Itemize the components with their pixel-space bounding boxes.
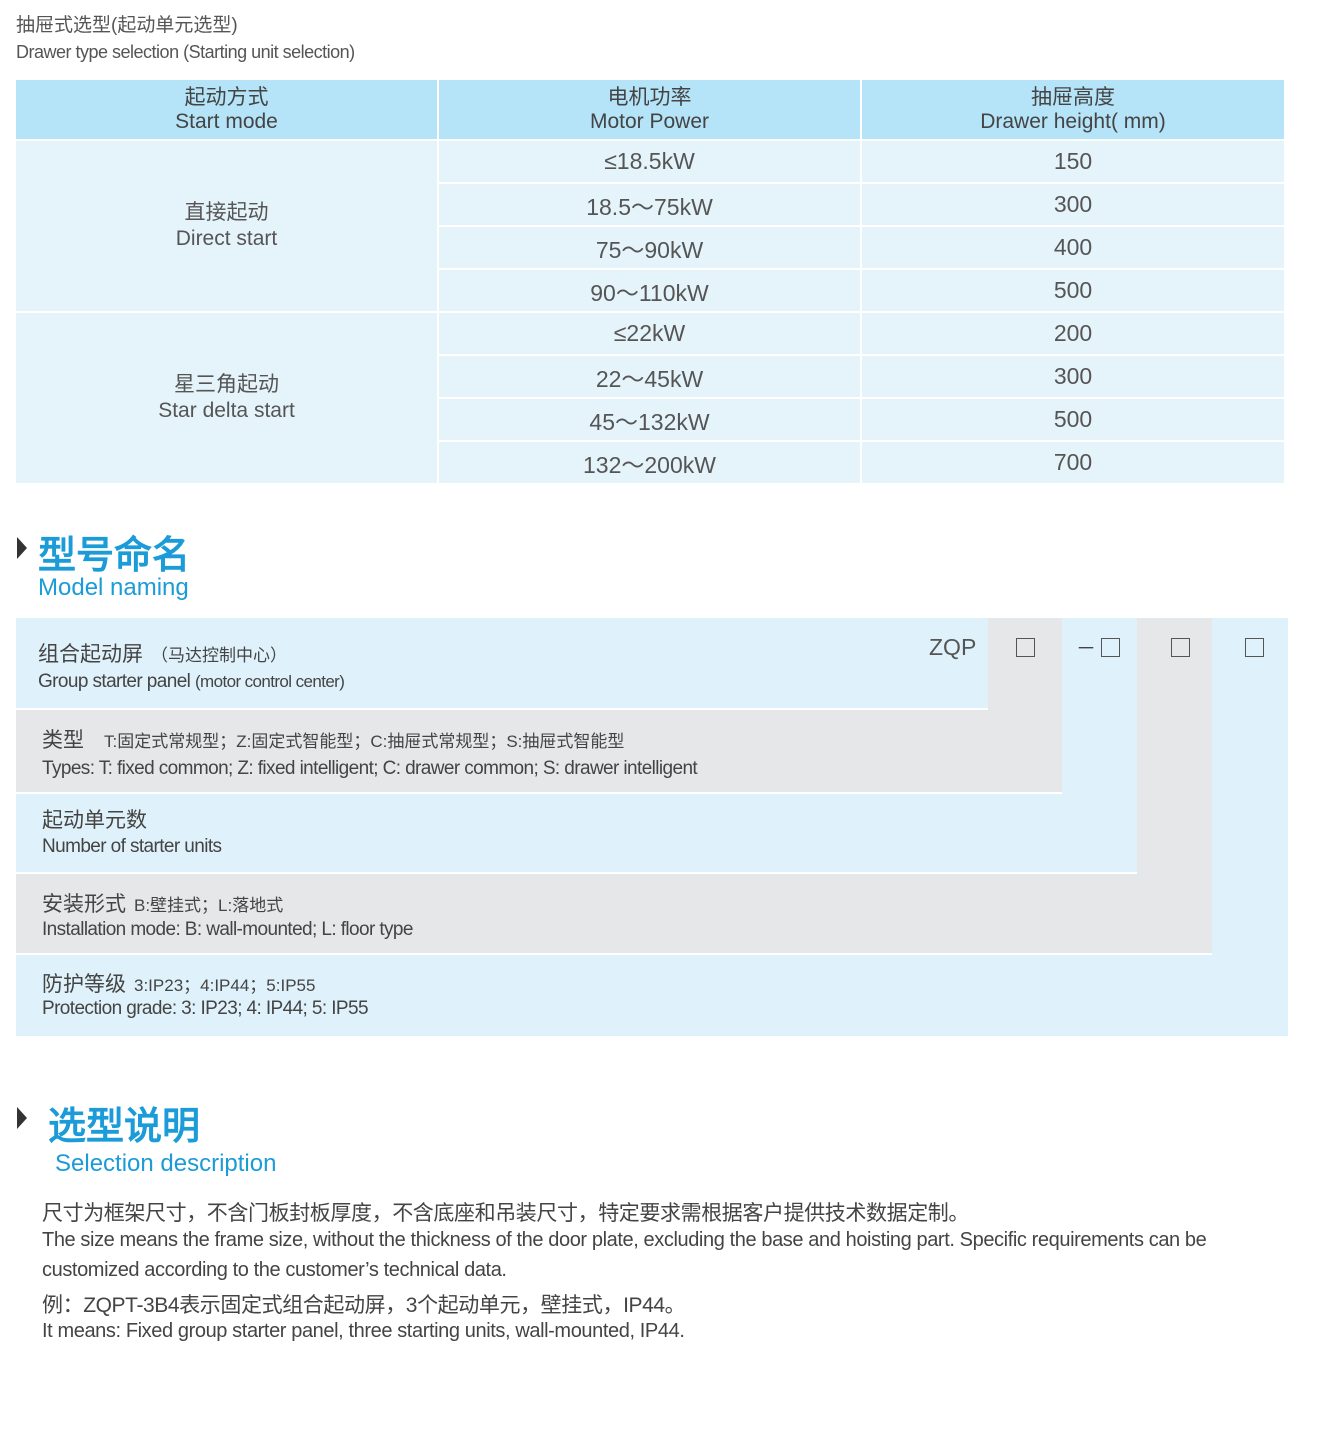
selection-subtitle: Selection description — [55, 1150, 277, 1177]
header-start-mode: 起动方式 Start mode — [16, 80, 438, 140]
start-mode-cell: 直接起动 Direct start — [16, 139, 438, 312]
motor-power-cell: 90～110kW — [437, 268, 861, 312]
table-row: 22～45kW 300 — [16, 354, 1284, 398]
drawer-height-cell: 300 — [860, 354, 1284, 398]
section-arrow-icon — [17, 537, 27, 559]
code-dash: － — [1076, 638, 1096, 660]
row-en-note: (motor control center) — [195, 672, 345, 691]
naming-row-protection: 防护等级 3:IP23；4:IP44；5:IP55 Protection grad… — [16, 955, 1288, 1036]
row-zh: 组合起动屏 （马达控制中心） — [38, 638, 287, 668]
motor-power-cell: 18.5～75kW — [437, 182, 861, 226]
section-title-en: Drawer type selection (Starting unit sel… — [16, 42, 355, 62]
header-motor-power: 电机功率 Motor Power — [437, 80, 861, 140]
row-zh-note: （马达控制中心） — [151, 646, 287, 665]
row-zh: 起动单元数 — [42, 809, 147, 832]
motor-power-cell: ≤18.5kW — [437, 139, 861, 183]
drawer-height-cell: 700 — [860, 440, 1284, 483]
start-mode-cell: 星三角起动 Star delta start — [16, 311, 438, 483]
desc-line: 尺寸为框架尺寸，不含门板封板厚度，不含底座和吊装尺寸，特定要求需根据客户提供技术… — [42, 1202, 969, 1225]
row-zh-main: 组合起动屏 — [38, 643, 143, 666]
header-en: Motor Power — [589, 109, 710, 133]
row-en: Number of starter units — [42, 836, 222, 857]
row-zh: 防护等级 3:IP23；4:IP44；5:IP55 — [42, 968, 315, 998]
row-en: Installation mode: B: wall-mounted; L: f… — [42, 919, 413, 940]
row-zh-note: 3:IP23；4:IP44；5:IP55 — [134, 976, 316, 995]
table-row: 星三角起动 Star delta start ≤22kW 200 — [16, 311, 1284, 483]
drawer-height-cell: 300 — [860, 182, 1284, 226]
section-title-zh: 抽屉式选型(起动单元选型) — [16, 15, 238, 36]
row-en-main: Group starter panel — [38, 671, 191, 692]
table-row: 45～132kW 500 — [16, 397, 1284, 441]
drawer-height-cell: 500 — [860, 268, 1284, 312]
table-row: 132～200kW 700 — [16, 440, 1284, 483]
desc-line: It means: Fixed group starter panel, thr… — [42, 1320, 685, 1342]
drawer-selection-table: 起动方式 Start mode 电机功率 Motor Power 抽屉高度 Drawe… — [16, 80, 1284, 483]
header-zh: 起动方式 — [184, 85, 269, 109]
row-zh-note: T:固定式常规型；Z:固定式智能型；C:抽屉式常规型；S:抽屉式智能型 — [104, 732, 625, 751]
row-en: Group starter panel (motor control cente… — [38, 671, 345, 693]
motor-power-cell: 132～200kW — [437, 440, 861, 483]
drawer-height-cell: 400 — [860, 225, 1284, 269]
naming-row-install: 安装形式 B:壁挂式；L:落地式 Installation mode: B: wa… — [16, 874, 1212, 953]
header-en: Drawer height( mm) — [980, 109, 1166, 133]
desc-line: customized according to the customer’s t… — [42, 1259, 507, 1281]
motor-power-cell: 22～45kW — [437, 354, 861, 398]
row-en: Protection grade: 3: IP23; 4: IP44; 5: I… — [42, 998, 369, 1019]
row-zh: 类型 T:固定式常规型；Z:固定式智能型；C:抽屉式常规型；S:抽屉式智能型 — [42, 724, 624, 754]
code-prefix: ZQP — [929, 634, 977, 660]
selection-title: 选型说明 — [48, 1106, 201, 1148]
naming-row-type: 类型 T:固定式常规型；Z:固定式智能型；C:抽屉式常规型；S:抽屉式智能型 Ty… — [16, 710, 1062, 792]
motor-power-cell: 45～132kW — [437, 397, 861, 441]
table-row: 18.5～75kW 300 — [16, 182, 1284, 226]
table-row: 90～110kW 500 — [16, 268, 1284, 312]
naming-row-panel: 组合起动屏 （马达控制中心） Group starter panel (motor… — [16, 618, 988, 708]
mode-en: Star delta start — [158, 399, 295, 422]
row-zh: 安装形式 B:壁挂式；L:落地式 — [42, 888, 283, 918]
model-naming-title: 型号命名 — [38, 535, 191, 577]
header-en: Start mode — [175, 109, 278, 133]
desc-line: The size means the frame size, without t… — [42, 1229, 1207, 1251]
mode-en: Direct start — [175, 227, 278, 250]
header-zh: 电机功率 — [607, 85, 692, 109]
desc-line: 例：ZQPT-3B4表示固定式组合起动屏，3个起动单元，壁挂式，IP44。 — [42, 1294, 686, 1317]
header-zh: 抽屉高度 — [1031, 85, 1115, 109]
motor-power-cell: 75～90kW — [437, 225, 861, 269]
drawer-height-cell: 500 — [860, 397, 1284, 441]
row-zh-main: 防护等级 — [42, 973, 126, 996]
code-box-units — [1101, 638, 1120, 657]
row-en: Types: T: fixed common; Z: fixed intelli… — [42, 758, 698, 779]
table-row: 直接起动 Direct start ≤18.5kW 150 — [16, 139, 1284, 312]
naming-row-units: 起动单元数 Number of starter units — [16, 794, 1137, 872]
row-zh-note: B:壁挂式；L:落地式 — [134, 896, 284, 915]
code-box-type — [1016, 638, 1035, 657]
table-row: 75～90kW 400 — [16, 225, 1284, 269]
row-zh-main: 类型 — [42, 729, 84, 752]
model-naming-subtitle: Model naming — [38, 574, 189, 601]
header-drawer-height: 抽屉高度 Drawer height( mm) — [860, 80, 1284, 140]
section-arrow-icon — [17, 1107, 27, 1129]
mode-zh: 直接起动 — [184, 201, 269, 224]
code-box-protection — [1245, 638, 1264, 657]
mode-zh: 星三角起动 — [174, 373, 279, 396]
drawer-height-cell: 200 — [860, 311, 1284, 355]
motor-power-cell: ≤22kW — [437, 311, 861, 355]
row-zh-main: 安装形式 — [42, 893, 126, 916]
drawer-height-cell: 150 — [860, 139, 1284, 183]
code-box-install — [1171, 638, 1190, 657]
